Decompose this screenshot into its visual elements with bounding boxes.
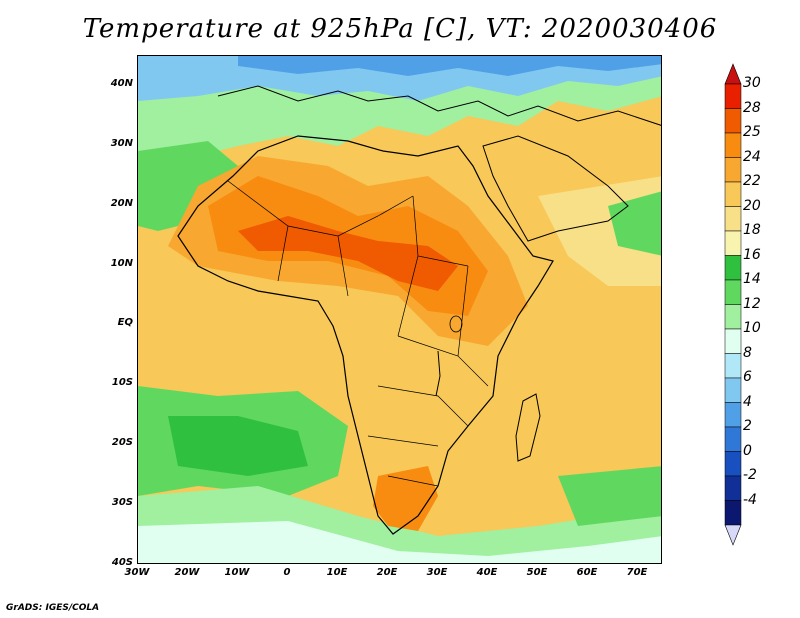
map-canvas — [138, 56, 661, 563]
country-borders — [227, 180, 489, 487]
colorbar-label: -4 — [743, 491, 757, 508]
colorbar-segment — [724, 426, 742, 452]
colorbar-label: 28 — [743, 99, 761, 116]
lon-tick-label: 50E — [526, 567, 548, 578]
colorbar-segment — [724, 500, 742, 526]
colorbar-label: 0 — [743, 442, 752, 459]
colorbar-label: 10 — [743, 320, 761, 336]
colorbar-label: 18 — [743, 222, 761, 238]
lon-tick-label: 60E — [576, 567, 598, 578]
lon-tick-label: 40E — [476, 567, 498, 578]
lon-tick-label: 30E — [426, 567, 448, 578]
map-title: Temperature at 925hPa [C], VT: 202003040… — [82, 14, 718, 44]
colorbar-segment — [724, 108, 742, 134]
colorbar-segment — [724, 279, 742, 305]
colorbar-label: 2 — [743, 418, 752, 434]
lon-tick-label: 30W — [124, 567, 150, 578]
lon-tick-label: 70E — [626, 567, 648, 578]
lat-tick-label: 40N — [110, 77, 133, 89]
lat-tick-label: 20S — [111, 437, 133, 449]
colorbar-label: 12 — [743, 295, 761, 312]
madagascar-outline — [515, 393, 541, 462]
southern-ocean-cold-zone — [138, 521, 661, 563]
lon-tick-label: 0 — [283, 567, 291, 578]
colorbar-segment — [724, 206, 742, 232]
lake-tanganyika — [435, 350, 441, 397]
colorbar-segment — [724, 377, 742, 403]
lake-victoria — [449, 315, 463, 333]
temperature-map — [137, 55, 662, 564]
colorbar-top-arrow — [724, 63, 742, 85]
grads-credit: GrADS: IGES/COLA — [6, 603, 100, 613]
africa-coastline — [177, 135, 554, 535]
lat-tick-label: 20N — [110, 197, 133, 209]
indian-ocean-warm-zone — [518, 356, 661, 486]
colorbar-segment — [724, 83, 742, 109]
colorbar-segment — [724, 181, 742, 207]
arabian-sea-cool-zone — [608, 191, 661, 256]
colorbar-segment — [724, 328, 742, 354]
colorbar-bottom-arrow — [724, 524, 742, 546]
colorbar-segment — [724, 157, 742, 183]
colorbar-segment — [724, 255, 742, 281]
colorbar-label: -2 — [743, 467, 757, 483]
colorbar-segment — [724, 230, 742, 256]
north-coldest-zone — [238, 56, 661, 76]
lon-tick-label: 20E — [376, 567, 398, 578]
lat-tick-label: 10N — [110, 257, 133, 269]
sahel-hottest-zone — [238, 216, 458, 291]
colorbar-label: 4 — [743, 393, 752, 410]
europe-coastline — [217, 85, 661, 126]
lon-tick-label: 10W — [224, 567, 250, 578]
colorbar-segment — [724, 304, 742, 330]
south-atlantic-cooler-zone — [168, 416, 308, 476]
southern-africa-hot-zone — [373, 466, 438, 531]
lat-tick-label: 40S — [111, 557, 133, 568]
arabia-outline — [482, 135, 629, 242]
colorbar-label: 14 — [743, 271, 761, 287]
lat-tick-label: 30S — [111, 497, 133, 509]
colorbar — [724, 63, 742, 546]
lat-tick-label: EQ — [117, 317, 133, 329]
colorbar-segment — [724, 132, 742, 158]
colorbar-label: 24 — [743, 148, 761, 165]
colorbar-segment — [724, 353, 742, 379]
colorbar-label: 20 — [743, 197, 761, 214]
colorbar-label: 8 — [743, 344, 752, 361]
colorbar-segment — [724, 402, 742, 428]
colorbar-label: 22 — [743, 173, 761, 189]
colorbar-label: 16 — [743, 246, 761, 263]
lon-tick-label: 20W — [174, 567, 200, 578]
colorbar-segment — [724, 475, 742, 501]
lon-tick-label: 10E — [326, 567, 348, 578]
colorbar-label: 30 — [743, 75, 761, 91]
colorbar-label: 6 — [743, 369, 752, 385]
lat-tick-label: 10S — [111, 377, 133, 389]
lat-tick-label: 30N — [110, 137, 133, 149]
indian-ocean-cool-zone — [558, 466, 661, 526]
colorbar-segment — [724, 451, 742, 477]
colorbar-label: 25 — [743, 124, 761, 140]
